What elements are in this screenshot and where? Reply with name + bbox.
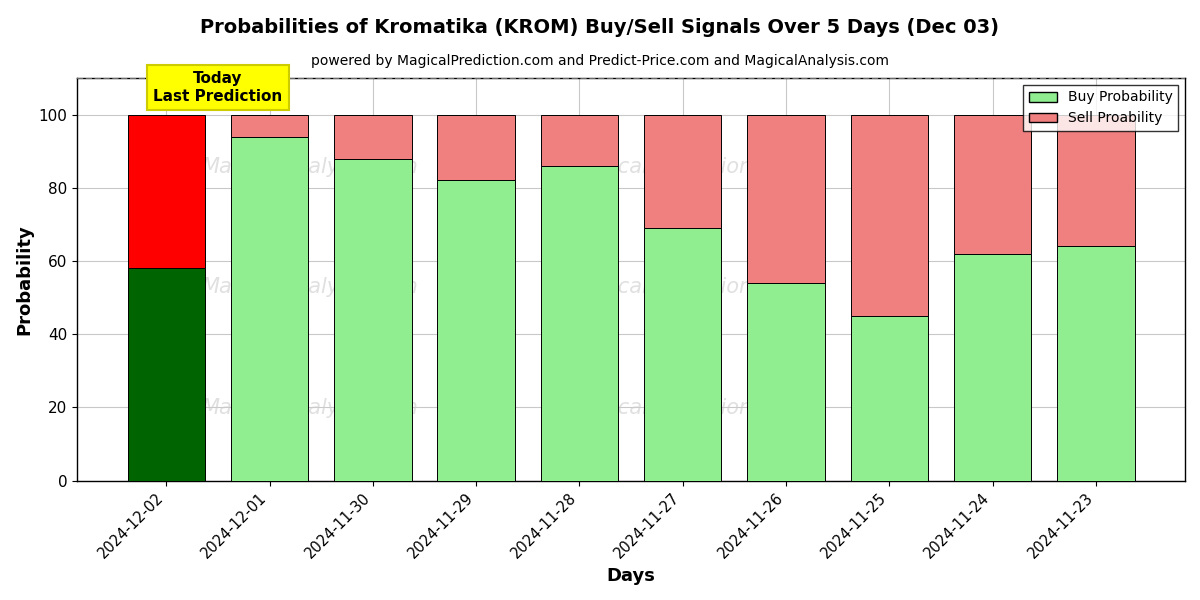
Bar xyxy=(541,115,618,166)
Legend: Buy Probability, Sell Proability: Buy Probability, Sell Proability xyxy=(1024,85,1178,131)
Bar xyxy=(230,137,308,481)
Bar xyxy=(644,115,721,228)
Bar xyxy=(954,115,1031,254)
Bar xyxy=(127,268,205,481)
Bar xyxy=(334,115,412,158)
Bar xyxy=(230,115,308,137)
Bar xyxy=(1057,115,1135,247)
Bar xyxy=(437,115,515,181)
Text: Today
Last Prediction: Today Last Prediction xyxy=(154,71,282,104)
Text: MagicalPrediction.com: MagicalPrediction.com xyxy=(569,157,804,176)
Text: MagicalPrediction.com: MagicalPrediction.com xyxy=(569,398,804,418)
Bar xyxy=(748,283,824,481)
Bar xyxy=(127,115,205,268)
Text: MagicalAnalysis.com: MagicalAnalysis.com xyxy=(202,277,419,298)
Text: MagicalAnalysis.com: MagicalAnalysis.com xyxy=(202,157,419,176)
Bar xyxy=(954,254,1031,481)
Bar xyxy=(748,115,824,283)
Bar xyxy=(851,316,928,481)
Bar xyxy=(541,166,618,481)
Text: Probabilities of Kromatika (KROM) Buy/Sell Signals Over 5 Days (Dec 03): Probabilities of Kromatika (KROM) Buy/Se… xyxy=(200,18,1000,37)
Bar xyxy=(1057,247,1135,481)
Text: powered by MagicalPrediction.com and Predict-Price.com and MagicalAnalysis.com: powered by MagicalPrediction.com and Pre… xyxy=(311,54,889,68)
Y-axis label: Probability: Probability xyxy=(14,224,32,335)
Bar xyxy=(334,158,412,481)
Bar xyxy=(644,228,721,481)
Text: MagicalPrediction.com: MagicalPrediction.com xyxy=(569,277,804,298)
Text: MagicalAnalysis.com: MagicalAnalysis.com xyxy=(202,398,419,418)
Bar xyxy=(437,181,515,481)
Bar xyxy=(851,115,928,316)
X-axis label: Days: Days xyxy=(607,567,655,585)
